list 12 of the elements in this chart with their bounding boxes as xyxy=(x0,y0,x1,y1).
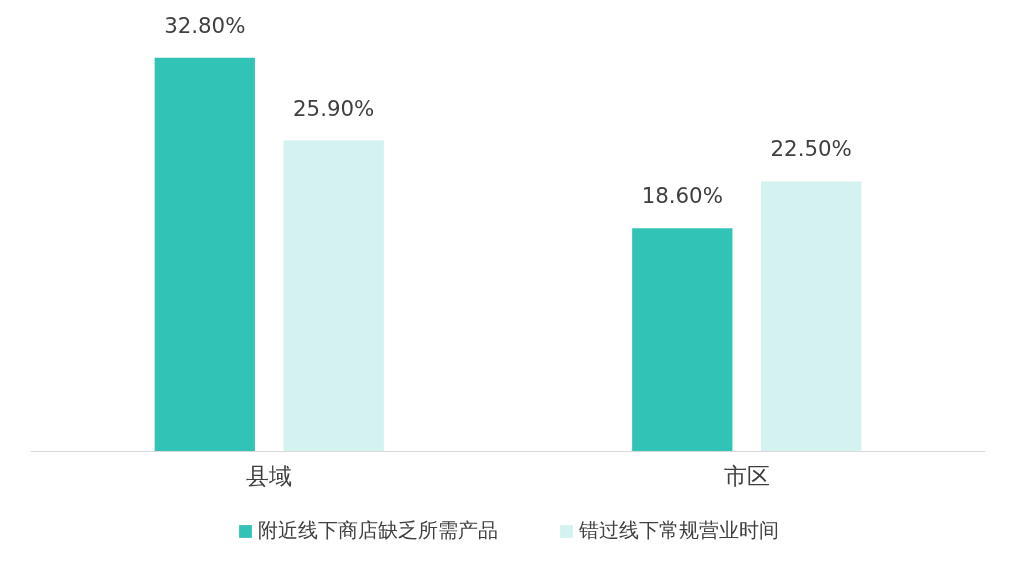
x-tick-label: 市区 xyxy=(723,462,770,489)
data-label: 32.80% xyxy=(164,12,246,38)
bar xyxy=(283,140,384,452)
legend-label: 附近线下商店缺乏所需产品 xyxy=(257,517,498,544)
data-label: 25.90% xyxy=(293,95,375,121)
bar xyxy=(632,228,733,452)
bar xyxy=(761,181,862,452)
legend-label: 错过线下常规营业时间 xyxy=(578,517,779,544)
bar xyxy=(154,57,255,452)
x-tick-label: 县域 xyxy=(246,462,293,489)
data-label: 18.60% xyxy=(641,183,723,209)
data-label: 22.50% xyxy=(770,136,852,162)
